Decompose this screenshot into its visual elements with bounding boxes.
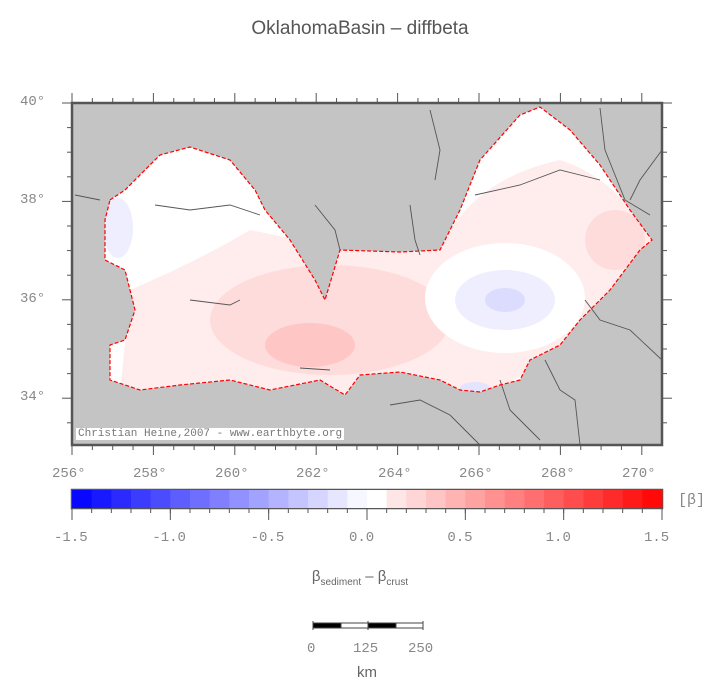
- colorbar-bin: [524, 490, 545, 508]
- minus-beta: – β: [361, 568, 387, 585]
- colorbar-bin: [229, 490, 250, 508]
- lon-tick-label: 270°: [622, 466, 656, 482]
- colorbar-bin: [209, 490, 230, 508]
- lon-tick-label: 264°: [378, 466, 412, 482]
- lon-tick-label: 256°: [52, 466, 86, 482]
- colorbar-bin: [72, 490, 93, 508]
- colorbar-bin: [406, 490, 427, 508]
- lon-tick-label: 262°: [296, 466, 330, 482]
- colorbar-bin: [426, 490, 447, 508]
- colorbar-bin: [386, 490, 407, 508]
- colorbar-bin: [150, 490, 171, 508]
- colorbar-tick-label: -0.5: [250, 530, 285, 546]
- lat-tick-label: 36°: [20, 291, 46, 307]
- colorbar-bin: [485, 490, 506, 508]
- colorbar-bin: [563, 490, 584, 508]
- colorbar-tick-label: -1.0: [152, 530, 186, 546]
- lat-tick-label: 38°: [20, 192, 46, 208]
- contour-neg0.2: [485, 288, 525, 312]
- colorbar-unit: [β]: [678, 492, 706, 509]
- scale-unit: km: [357, 664, 377, 681]
- credit-text: Christian Heine,2007 - www.earthbyte.org: [76, 428, 345, 440]
- scale-label-250: 250: [408, 641, 434, 657]
- colorbar-bin: [91, 490, 112, 508]
- colorbar-tick-label: -1.5: [54, 530, 88, 546]
- lon-tick-label: 260°: [215, 466, 249, 482]
- colorbar-bin: [131, 490, 152, 508]
- rivers: [74, 107, 663, 446]
- colorbar-bin: [642, 490, 663, 508]
- colorbar-bin: [445, 490, 466, 508]
- colorbar-bin: [367, 490, 388, 508]
- colorbar-tick-label: 0.0: [349, 530, 375, 546]
- colorbar-bin: [583, 490, 604, 508]
- crust-sub: crust: [386, 577, 409, 588]
- colorbar: [72, 490, 663, 508]
- contour-0.3: [265, 323, 355, 367]
- colorbar-bin: [327, 490, 348, 508]
- colorbar-bin: [111, 490, 132, 508]
- map-title: OklahomaBasin – diffbeta: [251, 18, 469, 39]
- scale-label-0: 0: [307, 641, 316, 657]
- scale-label-125: 125: [353, 641, 379, 657]
- colorbar-label: βsediment – βcrust: [0, 568, 720, 588]
- beta-symbol: β: [311, 568, 321, 585]
- colorbar-bin: [504, 490, 525, 508]
- lat-tick-label: 34°: [20, 389, 46, 405]
- colorbar-bin: [544, 490, 565, 508]
- lon-tick-label: 258°: [133, 466, 167, 482]
- scale-bar: [312, 621, 424, 630]
- lon-tick-label: 266°: [459, 466, 493, 482]
- colorbar-tick-label: 0.5: [447, 530, 473, 546]
- colorbar-bin: [170, 490, 191, 508]
- colorbar-bin: [288, 490, 309, 508]
- colorbar-bin: [249, 490, 270, 508]
- colorbar-bin: [622, 490, 643, 508]
- sediment-sub: sediment: [320, 577, 362, 588]
- colorbar-bin: [308, 490, 329, 508]
- colorbar-bin: [603, 490, 624, 508]
- colorbar-bin: [465, 490, 486, 508]
- colorbar-tick-label: 1.0: [545, 530, 571, 546]
- colorbar-bin: [347, 490, 368, 508]
- colorbar-bin: [190, 490, 211, 508]
- lat-tick-label: 40°: [20, 94, 46, 110]
- contour-neg0.1b: [105, 198, 133, 258]
- lon-tick-label: 268°: [541, 466, 575, 482]
- colorbar-bin: [268, 490, 289, 508]
- colorbar-tick-label: 1.5: [644, 530, 670, 546]
- contour-0.2b: [585, 210, 645, 270]
